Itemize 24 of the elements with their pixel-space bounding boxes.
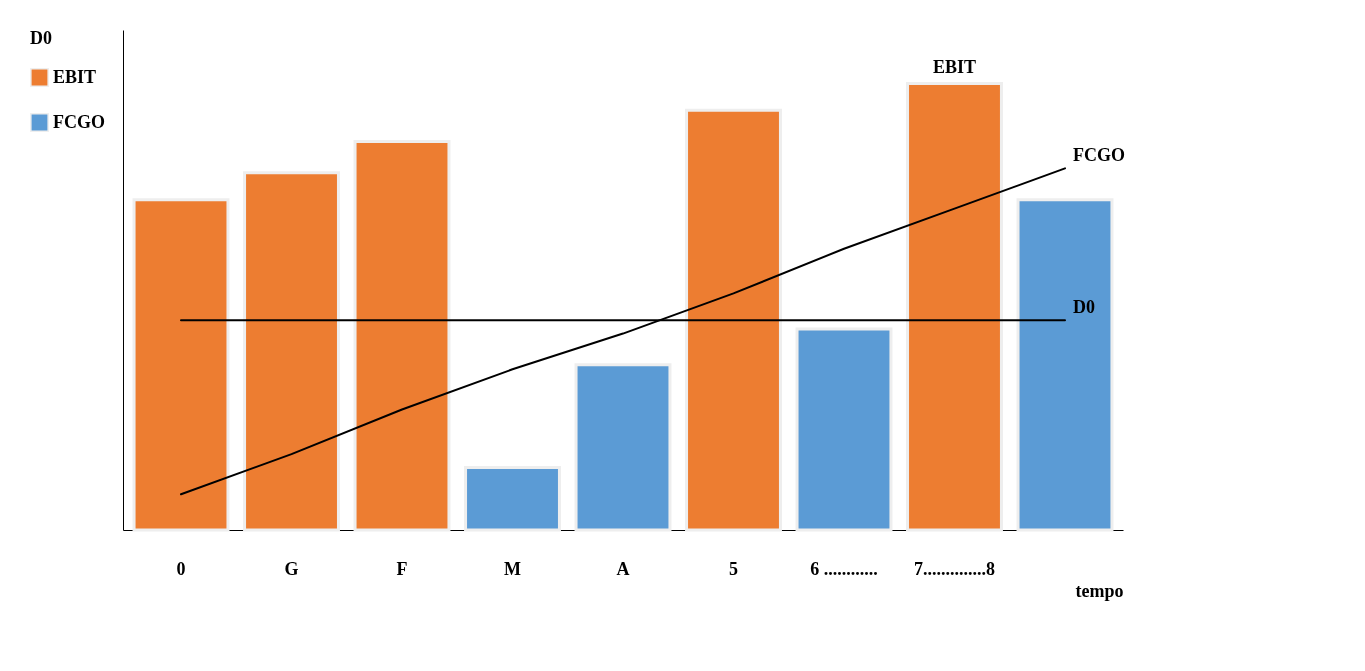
bar [353,140,451,532]
x-tick-label: 6 ............ [810,558,878,579]
legend-label: EBIT [53,66,97,87]
bar [906,82,1003,532]
bar [795,327,893,532]
bar [243,171,340,532]
bar [685,108,782,532]
x-axis-title: tempo [1075,580,1124,601]
legend-title: D0 [30,28,52,48]
x-tick-label: 5 [729,558,738,579]
x-tick-label: 7..............8 [913,558,995,579]
x-tick-label: M [504,558,521,579]
legend-label: FCGO [53,111,105,132]
bar [464,466,561,532]
x-tick-label: A [616,558,630,579]
series-label: FCGO [1072,145,1125,166]
annotation: EBIT [932,56,977,77]
bar [574,363,672,532]
bar [1016,198,1114,532]
bar [132,198,230,532]
x-tick-label: 0 [176,558,186,579]
series-label: D0 [1072,297,1095,318]
x-tick-label: F [396,558,408,579]
x-tick-label: G [284,558,299,579]
